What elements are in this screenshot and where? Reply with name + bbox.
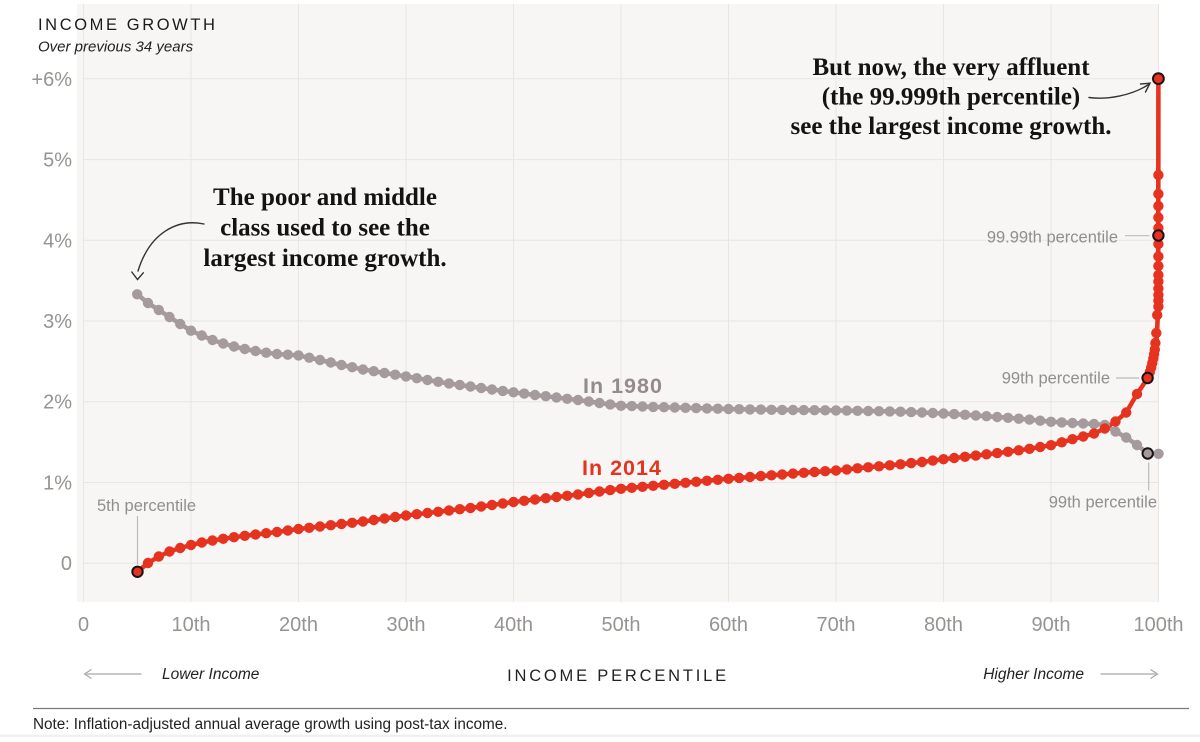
svg-text:see the largest income growth.: see the largest income growth.	[791, 113, 1112, 140]
svg-text:class used to see the: class used to see the	[220, 215, 430, 242]
svg-text:0: 0	[61, 553, 72, 575]
svg-text:99.99th percentile: 99.99th percentile	[987, 229, 1118, 247]
svg-text:3%: 3%	[43, 311, 72, 333]
svg-text:80th: 80th	[924, 614, 963, 636]
svg-text:50th: 50th	[602, 614, 641, 636]
svg-text:largest income growth.: largest income growth.	[203, 245, 446, 272]
svg-text:In 1980: In 1980	[583, 374, 663, 398]
svg-text:INCOME PERCENTILE: INCOME PERCENTILE	[507, 667, 729, 685]
svg-text:2%: 2%	[43, 392, 72, 414]
svg-text:Over previous 34 years: Over previous 34 years	[38, 39, 194, 56]
svg-text:10th: 10th	[172, 614, 211, 636]
svg-text:90th: 90th	[1032, 614, 1071, 636]
svg-text:But now, the very affluent: But now, the very affluent	[812, 54, 1090, 81]
svg-text:Note: Inflation-adjusted annua: Note: Inflation-adjusted annual average …	[33, 716, 508, 733]
svg-text:70th: 70th	[817, 614, 856, 636]
svg-text:5%: 5%	[43, 150, 72, 172]
svg-text:100th: 100th	[1133, 614, 1183, 636]
svg-text:INCOME GROWTH: INCOME GROWTH	[38, 16, 218, 34]
svg-text:60th: 60th	[709, 614, 748, 636]
svg-text:(the 99.999th percentile): (the 99.999th percentile)	[822, 84, 1081, 111]
svg-text:In 2014: In 2014	[582, 456, 662, 480]
svg-text:4%: 4%	[43, 230, 72, 252]
svg-text:40th: 40th	[494, 614, 533, 636]
svg-text:Higher Income: Higher Income	[983, 666, 1084, 683]
svg-text:30th: 30th	[387, 614, 426, 636]
svg-text:5th percentile: 5th percentile	[97, 497, 196, 515]
svg-text:99th percentile: 99th percentile	[1049, 494, 1157, 512]
svg-text:The poor and middle: The poor and middle	[213, 184, 437, 211]
svg-text:20th: 20th	[279, 614, 318, 636]
svg-text:+6%: +6%	[31, 69, 72, 91]
svg-text:1%: 1%	[43, 473, 72, 495]
svg-text:Lower Income: Lower Income	[162, 666, 260, 683]
svg-text:99th percentile: 99th percentile	[1002, 370, 1110, 388]
svg-text:0: 0	[78, 614, 89, 636]
